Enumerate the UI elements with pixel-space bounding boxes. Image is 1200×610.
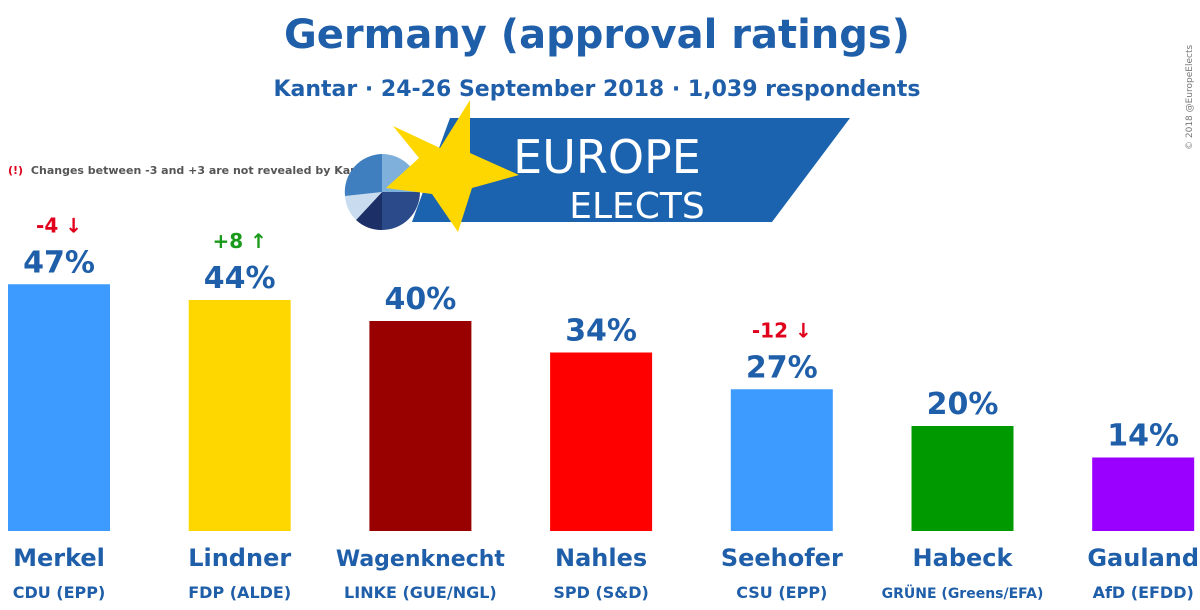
candidate-name: Nahles [555, 544, 647, 572]
bar-merkel [8, 284, 110, 531]
bar-habeck [911, 426, 1014, 531]
copyright-text: © 2018 @EuropeElects [1185, 45, 1195, 150]
candidate-name: Wagenknecht [336, 547, 506, 572]
party-label: CSU (EPP) [736, 583, 827, 602]
value-label: 44% [204, 261, 276, 296]
note-text: (!) Changes between -3 and +3 are not re… [8, 164, 377, 177]
logo-banner [412, 118, 850, 222]
value-label: 14% [1107, 419, 1179, 454]
bar-gauland [1092, 457, 1195, 531]
party-label: CDU (EPP) [13, 583, 106, 602]
bar-wagenknecht [369, 321, 472, 531]
party-label: GRÜNE (Greens/EFA) [882, 584, 1044, 602]
logo-line1: EUROPE [513, 130, 701, 184]
note-marker: (!) [8, 164, 23, 177]
party-label: LINKE (GUE/NGL) [344, 583, 497, 602]
chart-title: Germany (approval ratings) [284, 12, 910, 58]
candidate-name: Gauland [1087, 544, 1199, 572]
value-label: 47% [23, 245, 95, 280]
logo-pie-icon [344, 154, 420, 231]
candidate-name: Habeck [913, 544, 1014, 572]
party-label: FDP (ALDE) [188, 583, 291, 602]
bar-nahles [550, 352, 653, 531]
bar-lindner [188, 300, 291, 531]
change-label: -4 ↓ [36, 213, 82, 237]
note-message: Changes between -3 and +3 are not reveal… [31, 164, 377, 177]
change-label: +8 ↑ [212, 229, 266, 253]
value-label: 34% [565, 314, 637, 349]
party-label: SPD (S&D) [553, 583, 648, 602]
europe-elects-logo: EUROPE ELECTS [344, 100, 850, 232]
value-label: 20% [927, 387, 999, 422]
logo-line2: ELECTS [569, 186, 705, 227]
party-label: AfD (EFDD) [1093, 583, 1194, 602]
candidate-name: Merkel [13, 544, 105, 572]
value-label: 27% [746, 350, 818, 385]
star-icon [386, 100, 519, 232]
candidate-name: Seehofer [721, 544, 843, 572]
chart-subtitle: Kantar · 24-26 September 2018 · 1,039 re… [273, 77, 920, 102]
bars-layer: 47% -4 ↓ Merkel CDU (EPP) 44% +8 ↑ Lindner FDP … [8, 213, 1199, 602]
candidate-name: Lindner [188, 544, 291, 572]
change-label: -12 ↓ [752, 318, 812, 342]
bar-seehofer [730, 389, 833, 531]
value-label: 40% [384, 282, 456, 317]
